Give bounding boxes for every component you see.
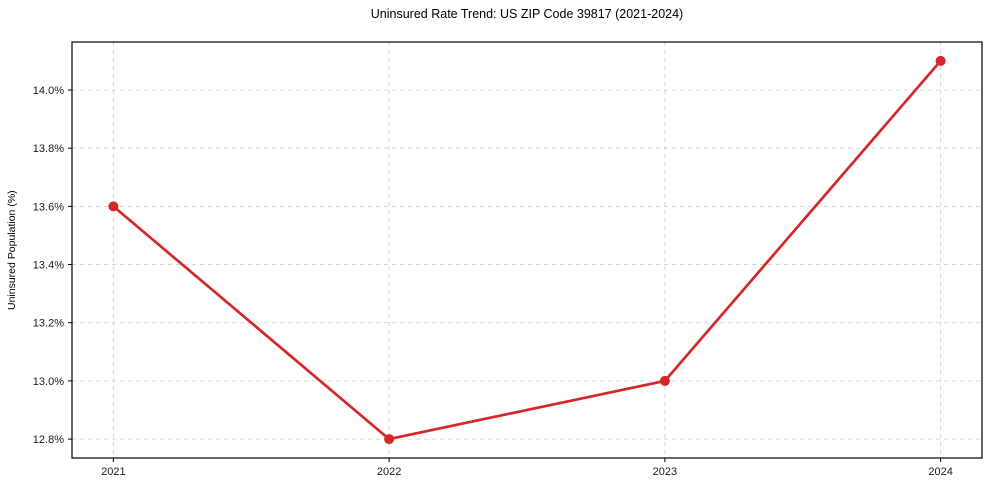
x-tick-label: 2021 bbox=[101, 466, 125, 478]
chart-title: Uninsured Rate Trend: US ZIP Code 39817 … bbox=[370, 7, 684, 21]
plot-border bbox=[71, 41, 983, 459]
y-tick-label: 14.0% bbox=[33, 85, 64, 97]
y-tick-label: 13.2% bbox=[33, 318, 64, 330]
x-tick-label: 2022 bbox=[377, 466, 401, 478]
y-tick-label: 13.8% bbox=[33, 143, 64, 155]
data-point bbox=[659, 375, 670, 386]
data-point bbox=[108, 201, 119, 212]
x-tick-label: 2024 bbox=[928, 466, 952, 478]
y-tick-label: 13.0% bbox=[33, 376, 64, 388]
y-tick-label: 12.8% bbox=[33, 434, 64, 446]
y-tick-label: 13.6% bbox=[33, 201, 64, 213]
x-tick-label: 2023 bbox=[653, 466, 677, 478]
y-tick-label: 13.4% bbox=[33, 260, 64, 272]
data-point bbox=[384, 434, 395, 445]
data-point bbox=[935, 55, 946, 66]
trend-line bbox=[112, 59, 942, 441]
